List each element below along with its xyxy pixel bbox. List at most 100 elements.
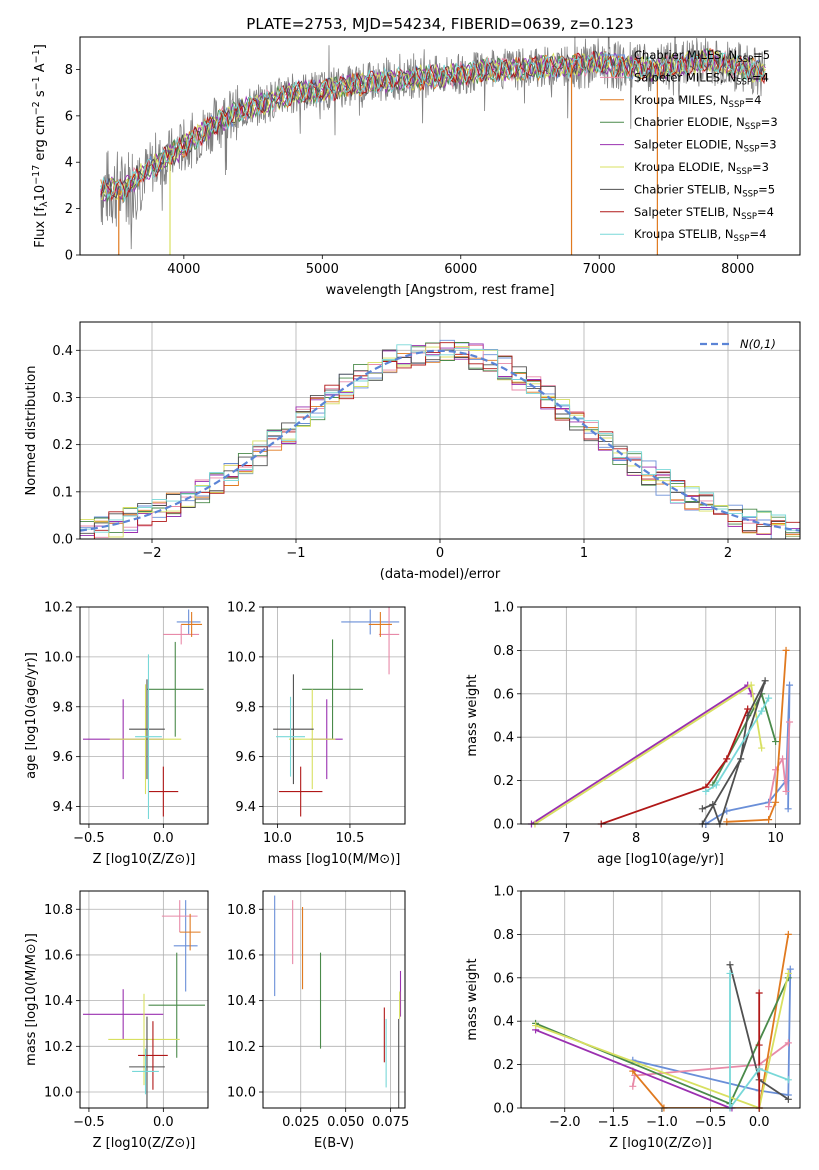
x-tick-label: −0.5 — [73, 831, 105, 846]
y-tick-label: 9.4 — [235, 800, 256, 815]
weight-point-marker — [702, 787, 710, 795]
weight-point-marker — [786, 718, 794, 726]
weight-series-line — [632, 934, 790, 1108]
legend-entry: N(0,1) — [740, 337, 776, 351]
y-tick-label: 0.3 — [52, 391, 73, 406]
y-tick-label: 10.4 — [44, 994, 73, 1009]
weight-point-marker — [784, 969, 792, 977]
y-tick-label: 0.0 — [52, 533, 73, 548]
x-tick-label: −0.5 — [695, 1115, 727, 1130]
x-tick-label: 2 — [724, 546, 732, 561]
x-tick-label: −1.5 — [598, 1115, 630, 1130]
histogram-step — [80, 344, 800, 535]
weight-point-marker — [755, 1041, 763, 1049]
y-axis-label-part: λ — [39, 201, 50, 207]
y-tick-label: 0.2 — [493, 1058, 514, 1073]
x-tick-label: 0.075 — [372, 1115, 409, 1130]
y-tick-label: 6 — [65, 109, 73, 124]
y-axis-label: Normed distribution — [24, 366, 39, 496]
y-tick-label: 10.8 — [227, 903, 256, 918]
y-tick-label: 10.2 — [227, 1040, 256, 1055]
age-vs-Z-panel: −0.5 0.0 9.4 9.6 9.8 10.0 10.2 Z [log10(Z/Z⊙)] a… — [24, 601, 209, 867]
y-tick-label: 0.2 — [52, 438, 73, 453]
x-tick-label: 7 — [562, 831, 570, 846]
legend-entry-sub: SSP — [734, 234, 750, 244]
histogram-step — [80, 345, 800, 538]
legend-entry: Chabrier STELIB, NSSP=5 — [634, 182, 775, 199]
legend-entry: Kroupa MILES, NSSP=4 — [634, 93, 761, 110]
y-tick-label: 0.4 — [52, 344, 73, 359]
legend-entry-sub: SSP — [737, 55, 753, 65]
y-tick-label: 10.8 — [44, 903, 73, 918]
y-tick-label: 0.1 — [52, 485, 73, 500]
x-tick-label: −2 — [142, 546, 161, 561]
y-axis-label-part: −1 — [31, 76, 42, 90]
mass-vs-ebv-panel: 0.025 0.050 0.075 10.0 10.2 10.4 10.6 10.8 E(B-V… — [227, 890, 409, 1151]
x-tick-label: 0.0 — [153, 1115, 174, 1130]
legend-entry-text: Chabrier MILES, N — [634, 48, 737, 62]
y-tick-label: 0.6 — [493, 971, 514, 986]
legend-entry: Chabrier MILES, NSSP=5 — [634, 48, 770, 65]
x-tick-label: 0.050 — [327, 1115, 364, 1130]
legend-entry-text: Salpeter ELODIE, N — [634, 138, 744, 152]
legend-entry-sub: SSP — [729, 100, 745, 110]
x-tick-label: 0.0 — [153, 831, 174, 846]
y-tick-label: 10.2 — [44, 1040, 73, 1055]
weight-series-line — [726, 650, 787, 823]
weight-point-marker — [726, 961, 734, 969]
weight-point-marker — [784, 1076, 792, 1084]
y-tick-label: 10.0 — [44, 650, 73, 665]
legend-entry-text: Chabrier STELIB, N — [634, 182, 742, 196]
legend-entry: Chabrier ELODIE, NSSP=3 — [634, 115, 778, 132]
weight-series-line — [729, 973, 789, 1108]
x-tick-label: 7000 — [583, 262, 616, 277]
weight-point-marker — [758, 744, 766, 752]
age-vs-mass-panel: 10.0 10.5 9.4 9.6 9.8 10.0 10.2 mass [log10(M/M… — [227, 601, 406, 867]
normal-curve — [79, 349, 801, 532]
y-tick-label: 0.4 — [493, 1015, 514, 1030]
y-tick-label: 9.8 — [235, 700, 256, 715]
legend-entry: Salpeter MILES, NSSP=4 — [634, 70, 769, 87]
weight-point-marker — [786, 681, 794, 689]
weight-point-marker — [629, 1082, 637, 1090]
x-tick-label: 6000 — [444, 262, 477, 277]
y-tick-label: 8 — [65, 63, 73, 78]
weight-point-marker — [726, 969, 734, 977]
y-tick-label: 0.2 — [493, 774, 514, 789]
x-tick-label: 8000 — [721, 262, 754, 277]
axes-frame — [79, 36, 801, 256]
x-tick-label: 10.5 — [335, 831, 364, 846]
x-axis-label: E(B-V) — [314, 1136, 354, 1151]
x-tick-label: 0.025 — [282, 1115, 319, 1130]
model-spectrum-line — [100, 48, 766, 201]
y-axis-label-part: A — [33, 63, 48, 76]
weight-series-line — [535, 973, 790, 1108]
mass-vs-Z-panel: −0.5 0.0 10.0 10.2 10.4 10.6 10.8 Z [log10(Z/Z⊙… — [24, 890, 209, 1151]
y-axis-label-part: −2 — [31, 101, 42, 115]
y-tick-label: 0.8 — [493, 644, 514, 659]
y-axis-label-part: Flux [f — [33, 207, 48, 248]
model-spectrum-line — [100, 49, 766, 202]
y-tick-label: 9.6 — [235, 750, 256, 765]
legend-entry-sub: SSP — [736, 167, 752, 177]
legend-entry-text: Salpeter MILES, N — [634, 70, 736, 84]
x-tick-label: 0.0 — [749, 1115, 770, 1130]
y-tick-label: 10.0 — [44, 1086, 73, 1101]
legend-entry-sub: SSP — [745, 122, 761, 132]
weight-series-line — [705, 697, 770, 793]
y-tick-label: 1.0 — [493, 885, 514, 900]
y-axis-label: Flux [fλ10−17 erg cm−2 s−1 A−1] — [31, 44, 50, 248]
x-tick-label: 1 — [580, 546, 588, 561]
weight-point-marker — [784, 930, 792, 938]
legend-entry-sub: SSP — [736, 77, 752, 87]
x-axis-label: Z [log10(Z/Z⊙)] — [93, 852, 196, 867]
axes-frame — [520, 606, 801, 825]
y-axis-label-part: erg cm — [33, 115, 48, 164]
x-tick-label: 10.0 — [263, 831, 292, 846]
y-axis-label-part: −1 — [31, 49, 42, 63]
legend-entry-tail: =4 — [744, 93, 761, 107]
y-tick-label: 10.2 — [44, 601, 73, 616]
y-tick-label: 10.2 — [227, 601, 256, 616]
weight-point-marker — [698, 805, 706, 813]
